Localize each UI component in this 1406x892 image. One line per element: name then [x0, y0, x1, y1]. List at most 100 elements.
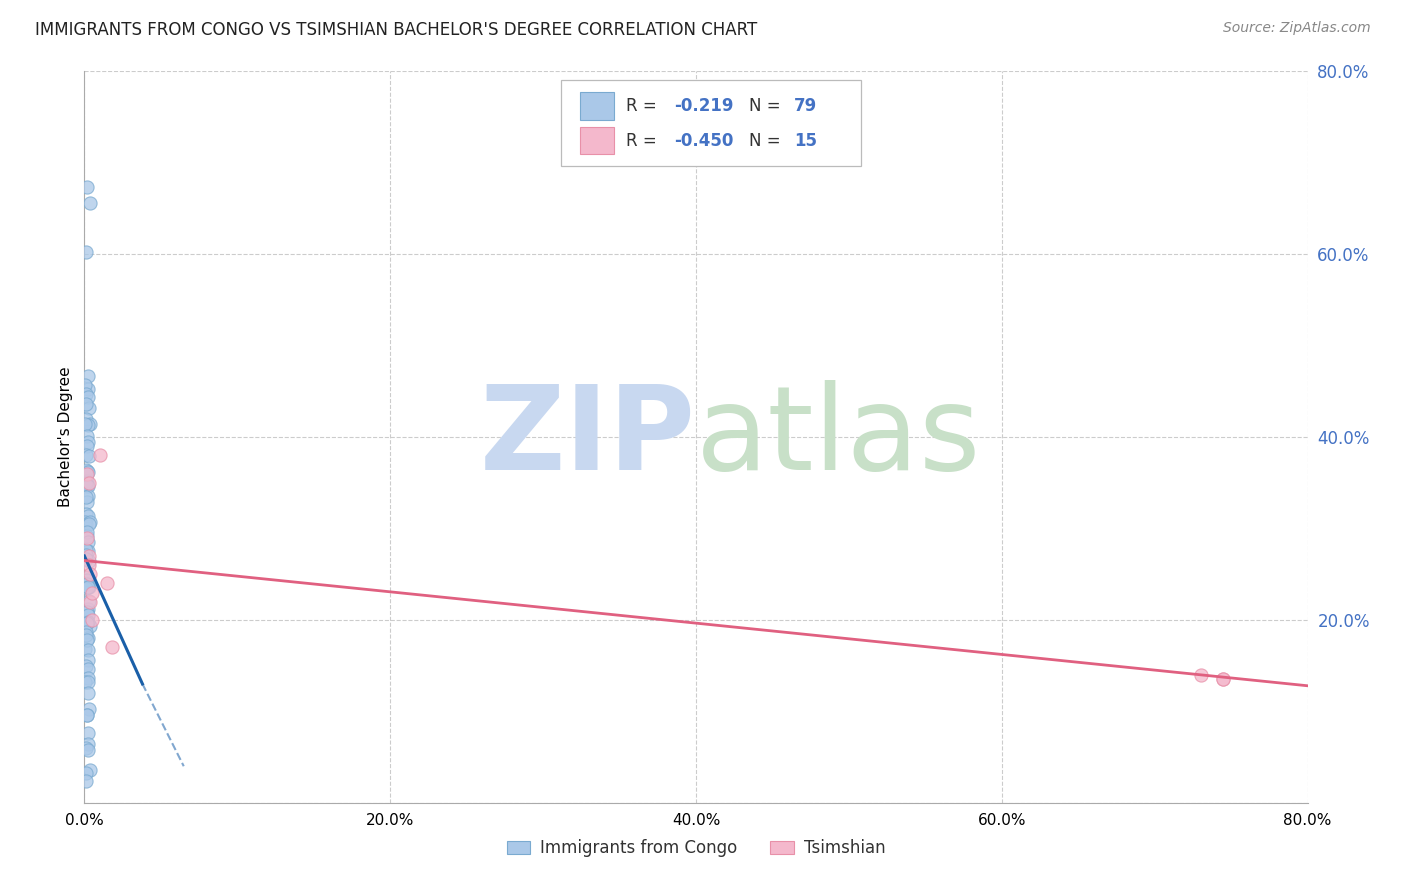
Point — [75, 581, 97, 595]
Point — [75, 624, 97, 639]
Point — [76, 615, 98, 630]
Point — [76, 495, 98, 509]
Point — [79, 763, 101, 777]
Point — [76, 509, 98, 524]
Point — [75, 543, 97, 558]
Point — [79, 515, 101, 529]
Point — [96, 576, 118, 591]
Point — [80, 613, 103, 627]
Point — [76, 573, 98, 587]
Point — [101, 640, 124, 655]
Point — [76, 525, 98, 540]
Point — [75, 628, 97, 642]
Point — [77, 435, 100, 450]
Point — [77, 516, 100, 531]
Point — [75, 552, 97, 566]
Point — [75, 658, 97, 673]
Point — [77, 390, 100, 404]
Point — [76, 467, 98, 481]
Text: ZIP: ZIP — [479, 380, 696, 494]
Point — [77, 475, 100, 490]
Point — [77, 382, 100, 396]
Text: R =: R = — [626, 132, 662, 150]
Legend: Immigrants from Congo, Tsimshian: Immigrants from Congo, Tsimshian — [501, 832, 891, 864]
Point — [77, 607, 100, 622]
Point — [76, 544, 98, 558]
Point — [77, 465, 100, 479]
Point — [76, 179, 98, 194]
Point — [75, 417, 97, 431]
Text: IMMIGRANTS FROM CONGO VS TSIMSHIAN BACHELOR'S DEGREE CORRELATION CHART: IMMIGRANTS FROM CONGO VS TSIMSHIAN BACHE… — [35, 21, 758, 38]
Text: N =: N = — [748, 132, 786, 150]
Point — [76, 580, 98, 594]
Point — [75, 448, 97, 462]
Point — [75, 741, 97, 756]
Point — [77, 479, 100, 493]
Point — [76, 577, 98, 591]
Point — [76, 707, 98, 722]
Text: 79: 79 — [794, 97, 817, 115]
Point — [76, 633, 98, 648]
Point — [76, 726, 98, 740]
Point — [77, 553, 100, 567]
Point — [1189, 667, 1212, 681]
Point — [76, 531, 98, 545]
Point — [77, 417, 100, 432]
Point — [77, 594, 100, 608]
Point — [1212, 673, 1234, 687]
Point — [77, 686, 100, 700]
Point — [75, 773, 97, 788]
Point — [79, 196, 101, 211]
Point — [75, 378, 97, 392]
Point — [75, 463, 97, 477]
Point — [1212, 673, 1234, 687]
Y-axis label: Bachelor's Degree: Bachelor's Degree — [58, 367, 73, 508]
Point — [76, 465, 98, 479]
Point — [76, 605, 98, 619]
Point — [75, 765, 97, 780]
Point — [77, 602, 100, 616]
Point — [77, 642, 100, 657]
Point — [75, 412, 97, 426]
Point — [75, 516, 97, 530]
Point — [75, 674, 97, 689]
Point — [77, 450, 100, 464]
Point — [75, 475, 97, 490]
Point — [77, 489, 100, 503]
Point — [76, 570, 98, 584]
Point — [76, 478, 98, 492]
Point — [77, 535, 100, 549]
Point — [77, 737, 100, 751]
Point — [79, 594, 101, 608]
Point — [76, 429, 98, 443]
Point — [79, 618, 101, 632]
Point — [76, 549, 98, 563]
Point — [77, 631, 100, 645]
Point — [75, 517, 97, 532]
Point — [89, 448, 111, 462]
Point — [79, 567, 101, 582]
Point — [77, 401, 100, 415]
Point — [77, 662, 100, 676]
Point — [76, 368, 98, 383]
Point — [75, 397, 97, 411]
Point — [77, 653, 100, 667]
Point — [76, 671, 98, 685]
Point — [76, 529, 98, 543]
Point — [77, 743, 100, 757]
Point — [77, 558, 100, 573]
Text: atlas: atlas — [696, 380, 981, 494]
Point — [75, 491, 97, 505]
Point — [75, 245, 97, 260]
Point — [76, 615, 98, 630]
Text: -0.450: -0.450 — [673, 132, 734, 150]
Bar — [579, 127, 614, 154]
Point — [75, 507, 97, 521]
Point — [77, 702, 100, 716]
Point — [75, 642, 97, 657]
Text: N =: N = — [748, 97, 786, 115]
Point — [79, 417, 101, 432]
FancyBboxPatch shape — [561, 80, 860, 167]
Point — [76, 439, 98, 453]
Point — [80, 585, 103, 599]
